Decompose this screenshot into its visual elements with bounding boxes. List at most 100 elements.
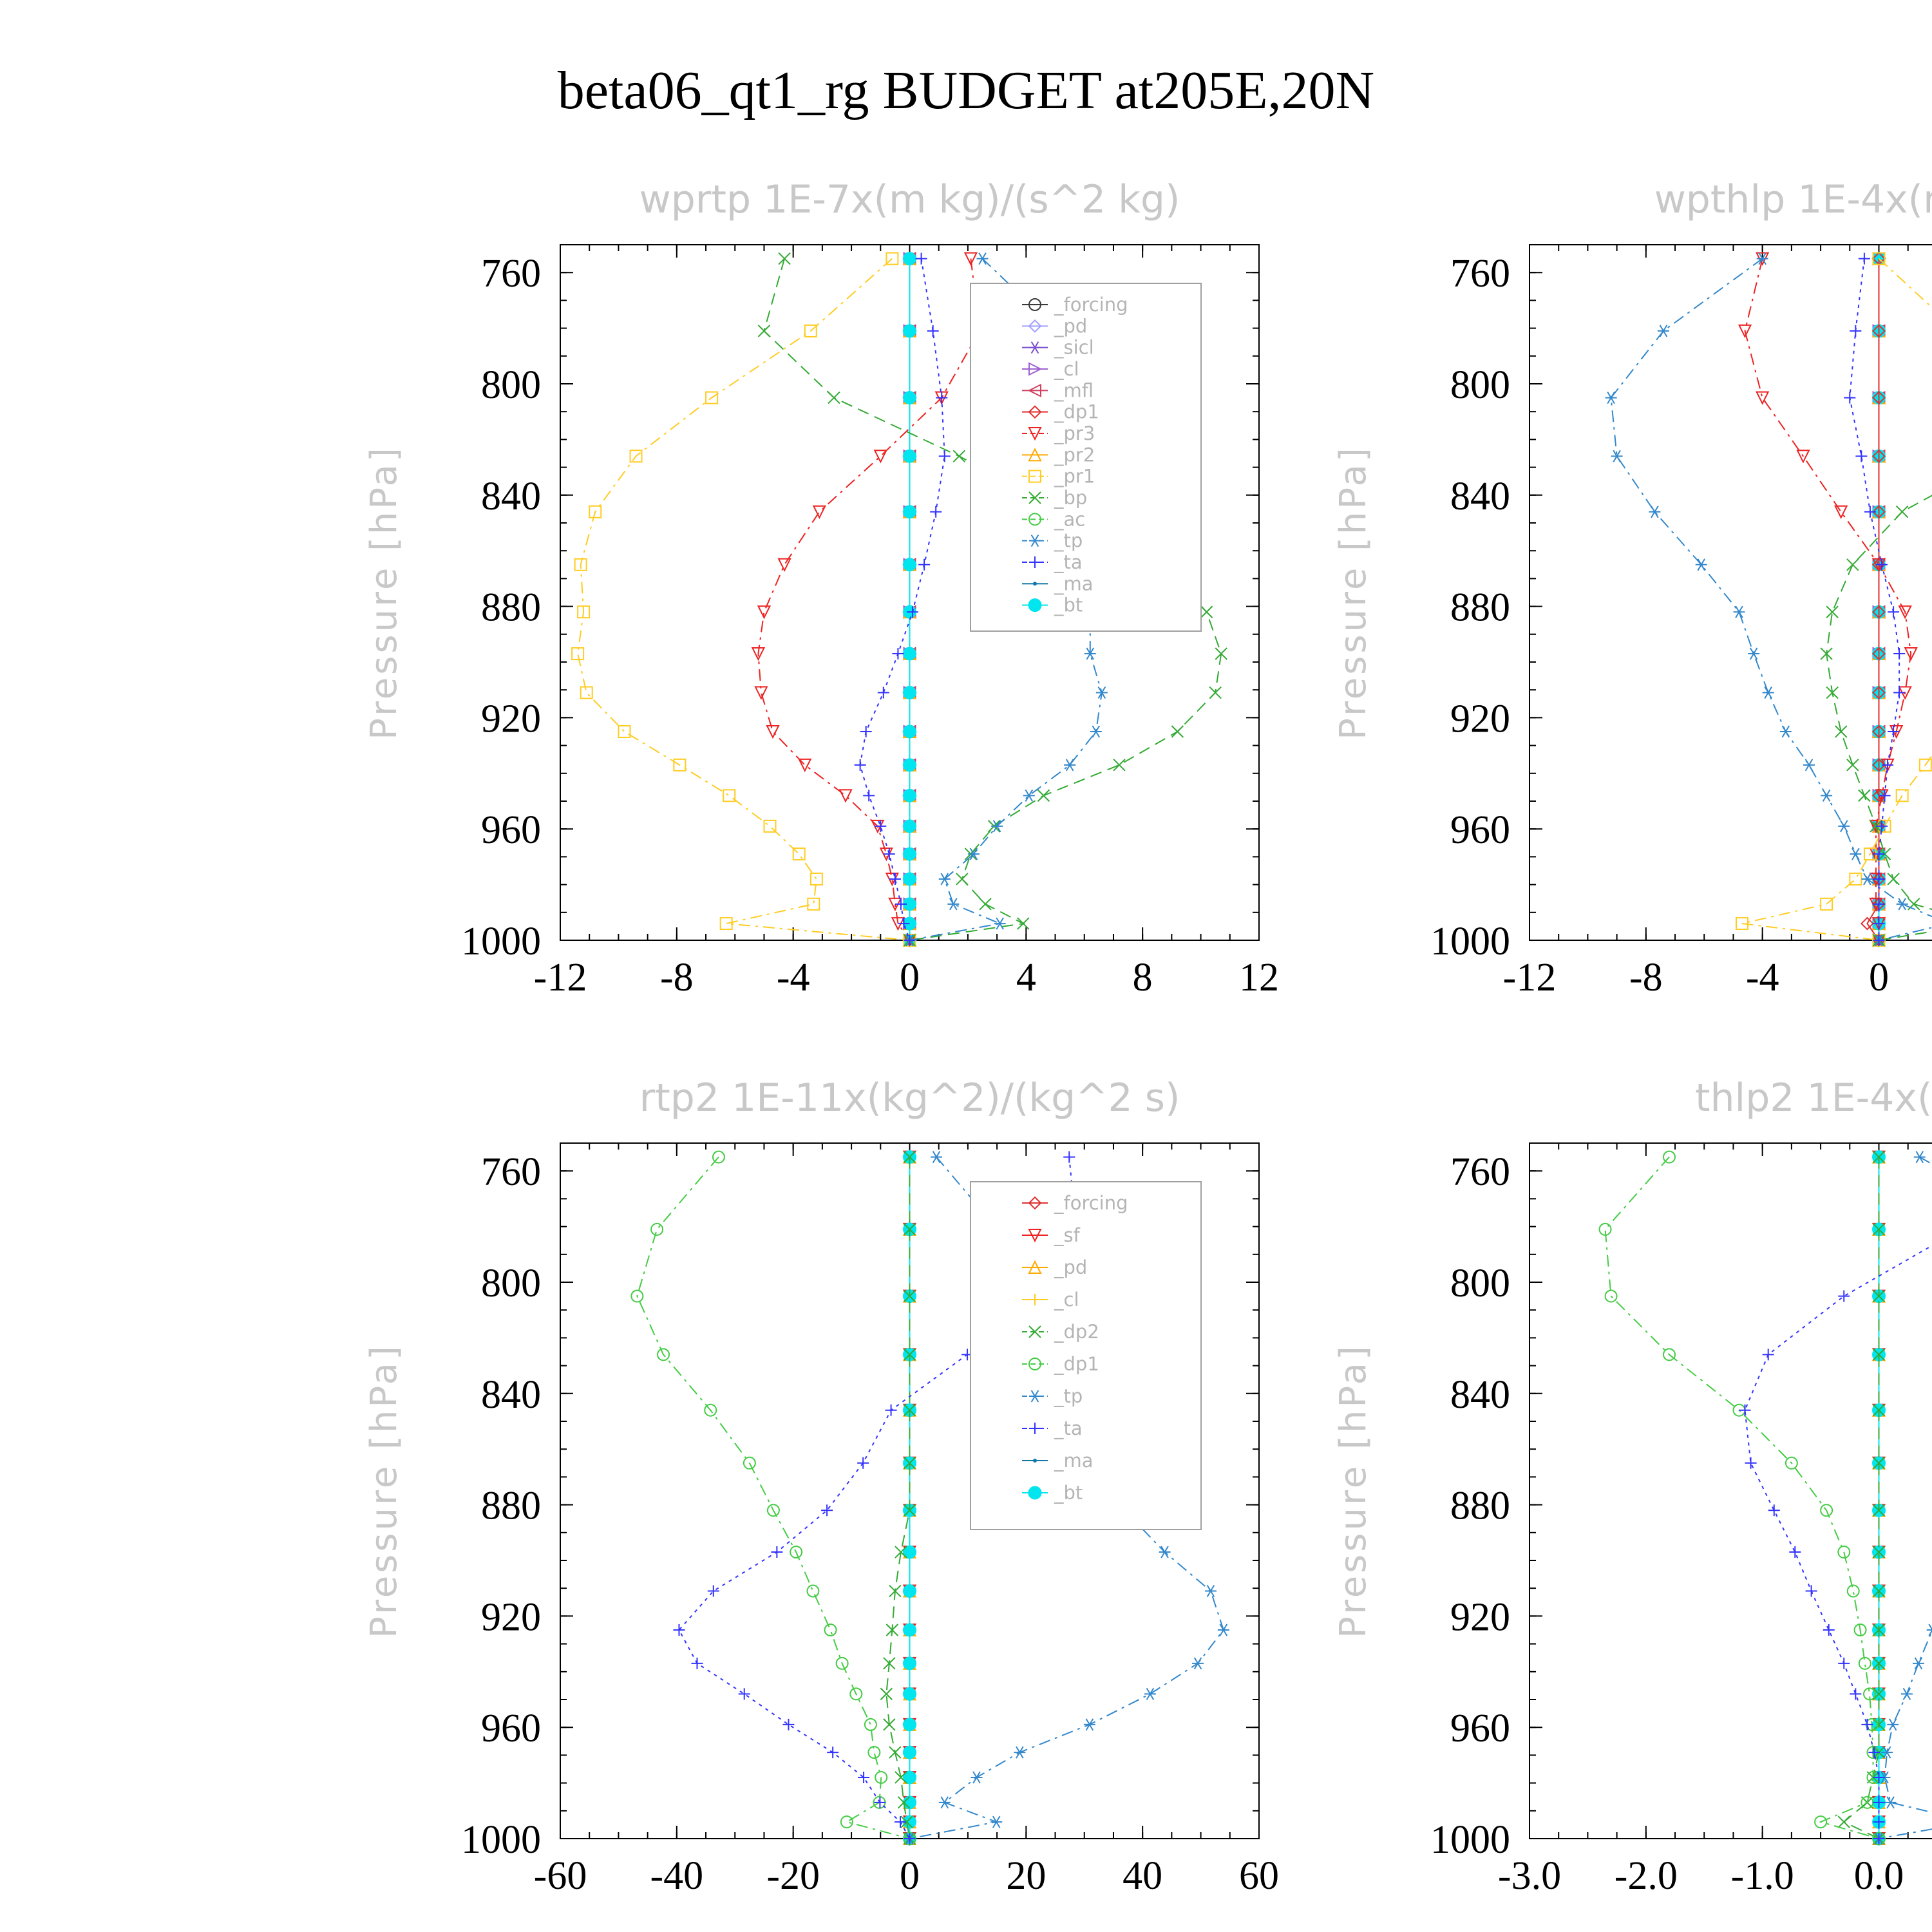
data-point [1090, 725, 1102, 738]
panel3-y-tick-label: 880 [481, 1484, 541, 1528]
panel1-y-axis-label: Pressure [hPa] [363, 445, 405, 740]
data-point [743, 1456, 756, 1470]
panel3-y-tick-label: 840 [481, 1373, 541, 1417]
legend-item: _bt [1022, 1482, 1083, 1504]
data-point [1846, 759, 1859, 772]
data-point [1887, 873, 1900, 886]
legend-marker [1029, 1294, 1041, 1305]
legend-item: _cl [1022, 358, 1079, 380]
panel1-x-tick-label: 8 [1133, 956, 1153, 999]
data-point [903, 1150, 916, 1164]
data-point [1200, 605, 1213, 618]
legend-label: _ac [1054, 508, 1085, 530]
legend-marker [1028, 427, 1042, 441]
data-point [1805, 1585, 1817, 1597]
series-line [636, 1156, 910, 1839]
data-point [1864, 506, 1876, 518]
data-point [1605, 392, 1617, 404]
data-point [963, 252, 978, 266]
panel4-x-tick-label: 0.0 [1854, 1854, 1904, 1898]
data-point [580, 686, 593, 699]
data-point [1861, 873, 1873, 886]
legend-marker [1027, 383, 1041, 397]
data-point [1872, 1584, 1886, 1598]
panel2-y-tick-label: 760 [1450, 252, 1510, 296]
panel1-y-tick-label: 960 [481, 808, 541, 852]
data-point [903, 558, 916, 572]
legend-label: _ma [1054, 573, 1094, 594]
legend-label: _bt [1054, 1482, 1083, 1504]
data-point [883, 1657, 896, 1670]
series-line [1741, 258, 1932, 941]
data-point [1858, 789, 1871, 802]
data-point [858, 1771, 870, 1783]
data-point [1873, 848, 1885, 860]
data-point [1014, 1746, 1026, 1759]
data-point [1872, 788, 1886, 802]
panel3-y-tick-label: 760 [481, 1150, 541, 1194]
data-point [880, 1687, 893, 1701]
data-point [1826, 605, 1839, 618]
panel3-y-axis-label: Pressure [hPa] [363, 1343, 405, 1638]
panel2-y-tick-label: 840 [1450, 475, 1510, 518]
data-point [1849, 872, 1862, 886]
data-point [903, 758, 916, 772]
legend-label: _cl [1054, 1289, 1079, 1311]
data-point [754, 686, 768, 700]
legend-label: _tp [1054, 530, 1083, 552]
panel3-y-tick-label: 920 [481, 1595, 541, 1639]
data-point [1872, 391, 1886, 405]
data-point [889, 1746, 902, 1759]
data-point [915, 252, 927, 265]
data-point [1803, 759, 1815, 772]
data-point [1895, 506, 1909, 518]
data-point [1171, 725, 1184, 738]
data-point [1204, 1585, 1217, 1598]
data-point [903, 647, 916, 661]
panel4-y-axis-label: Pressure [hPa] [1332, 1343, 1374, 1638]
data-point [1861, 916, 1874, 931]
data-point [657, 1348, 670, 1361]
series-line [757, 258, 981, 941]
legend-marker [1033, 582, 1037, 586]
legend-label: _dp1 [1054, 1353, 1099, 1375]
panel3-y-tick-label: 960 [481, 1707, 541, 1750]
data-point [886, 252, 899, 265]
data-point [1796, 450, 1810, 464]
data-point [1063, 1151, 1075, 1163]
data-point [1113, 759, 1126, 772]
data-point [719, 917, 733, 931]
data-point [885, 1404, 897, 1416]
legend-item: _pr1 [1022, 466, 1095, 488]
data-point [1900, 1687, 1913, 1700]
panel2-y-axis-label: Pressure [hPa] [1332, 445, 1374, 740]
data-point [650, 1222, 664, 1236]
data-point [898, 918, 910, 930]
data-point [938, 873, 951, 886]
data-point [1876, 820, 1888, 832]
data-point [1837, 1546, 1851, 1559]
legend-marker [1028, 362, 1043, 376]
data-point [1820, 897, 1833, 911]
panel3-x-tick-label: -60 [534, 1854, 587, 1898]
data-point [994, 917, 1006, 930]
legend-item: _sicl [1022, 337, 1094, 359]
data-point [1855, 450, 1868, 462]
data-point [1872, 324, 1886, 338]
legend-item: _cl [1022, 1289, 1079, 1311]
legend-marker [1028, 448, 1042, 462]
legend-label: _forcing [1054, 1192, 1128, 1214]
data-point [806, 1584, 820, 1598]
data-point [1789, 1546, 1801, 1558]
data-point [705, 391, 719, 404]
data-point [903, 1457, 916, 1470]
data-point [873, 450, 887, 464]
data-point [903, 449, 916, 463]
legend-item: _forcing [1022, 294, 1128, 316]
data-point [723, 789, 736, 802]
data-point [903, 1623, 916, 1637]
legend-item: _ac [1022, 508, 1085, 530]
data-point [757, 605, 772, 620]
data-point [1913, 1151, 1926, 1164]
